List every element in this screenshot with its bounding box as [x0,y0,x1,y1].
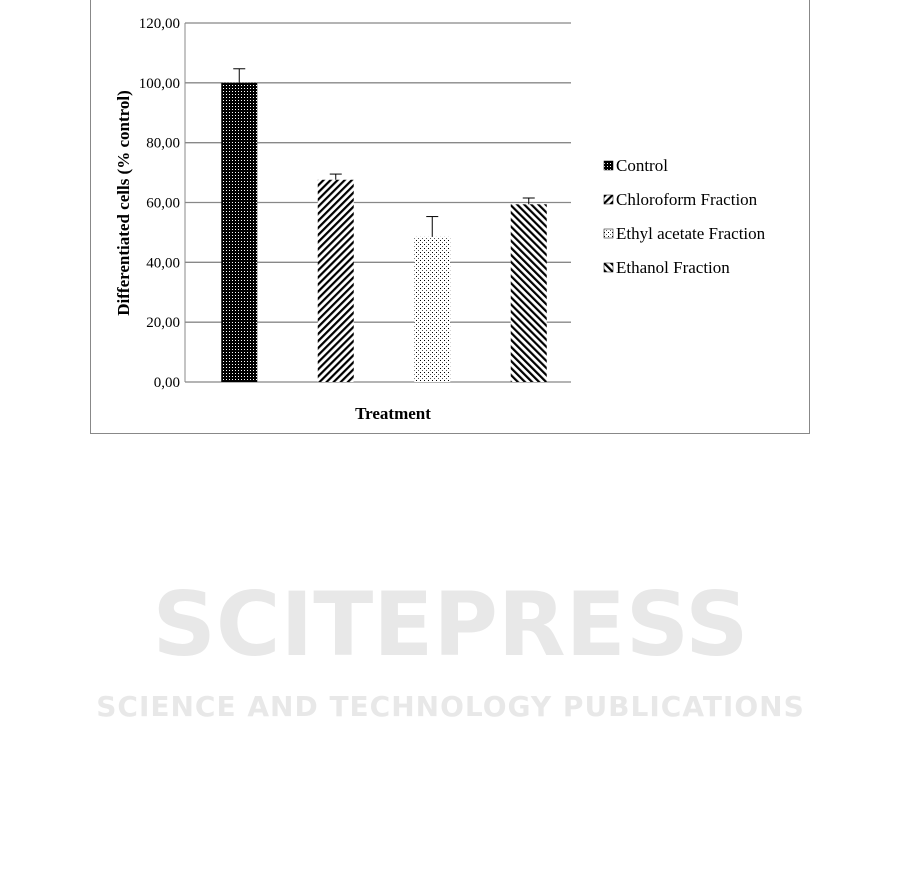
legend-swatch [603,228,614,239]
y-tick-label: 80,00 [146,136,180,152]
x-axis-label: Treatment [355,404,431,423]
bar [414,236,451,382]
watermark-subtitle: SCIENCE AND TECHNOLOGY PUBLICATIONS [96,690,805,723]
y-tick-label: 0,00 [154,375,180,391]
legend-label: Chloroform Fraction [616,190,758,209]
legend-swatch [603,160,614,171]
chart-frame [90,0,810,434]
legend-label: Ethyl acetate Fraction [616,224,766,243]
y-tick-label: 120,00 [139,16,180,32]
bar [317,179,354,382]
y-tick-label: 60,00 [146,196,180,212]
bar [221,82,258,382]
y-tick-label: 40,00 [146,255,180,271]
y-axis-label: Differentiated cells (% control) [114,90,133,316]
legend-swatch [603,194,614,205]
legend-label: Ethanol Fraction [616,258,730,277]
watermark-title: SCITEPRESS [152,573,749,676]
legend-label: Control [616,156,668,175]
y-tick-label: 20,00 [146,315,180,331]
bar [510,204,547,382]
legend-swatch [603,262,614,273]
y-tick-label: 100,00 [139,76,180,92]
